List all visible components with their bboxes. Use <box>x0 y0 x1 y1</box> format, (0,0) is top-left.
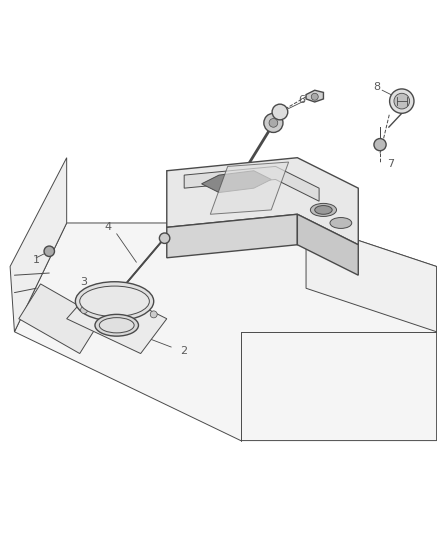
Text: 4: 4 <box>104 222 112 232</box>
Polygon shape <box>201 171 271 192</box>
Circle shape <box>272 104 288 120</box>
Ellipse shape <box>99 318 134 333</box>
Text: 1: 1 <box>33 255 40 265</box>
Polygon shape <box>167 214 297 258</box>
Polygon shape <box>210 162 289 214</box>
Polygon shape <box>167 158 358 245</box>
Text: 7: 7 <box>387 159 395 169</box>
Ellipse shape <box>311 204 336 216</box>
Circle shape <box>44 246 54 256</box>
Circle shape <box>150 311 157 318</box>
Circle shape <box>374 139 386 151</box>
Text: 3: 3 <box>81 277 88 287</box>
Ellipse shape <box>80 286 149 317</box>
Polygon shape <box>297 214 358 275</box>
Circle shape <box>120 328 127 335</box>
Ellipse shape <box>75 282 154 321</box>
Text: 6: 6 <box>298 95 305 105</box>
Polygon shape <box>306 90 323 102</box>
Ellipse shape <box>315 206 332 214</box>
Circle shape <box>81 306 88 313</box>
Circle shape <box>394 93 410 109</box>
Text: 2: 2 <box>180 346 188 357</box>
Polygon shape <box>67 284 167 353</box>
Text: 8: 8 <box>373 82 380 92</box>
Circle shape <box>159 233 170 244</box>
Circle shape <box>311 93 318 100</box>
Circle shape <box>269 118 278 127</box>
Circle shape <box>264 114 283 133</box>
Polygon shape <box>19 284 102 353</box>
Polygon shape <box>10 158 67 332</box>
Polygon shape <box>184 166 319 201</box>
Polygon shape <box>14 223 437 441</box>
Circle shape <box>390 89 414 114</box>
Polygon shape <box>306 223 437 332</box>
Ellipse shape <box>95 314 138 336</box>
Ellipse shape <box>330 217 352 229</box>
Text: 5: 5 <box>215 192 223 202</box>
